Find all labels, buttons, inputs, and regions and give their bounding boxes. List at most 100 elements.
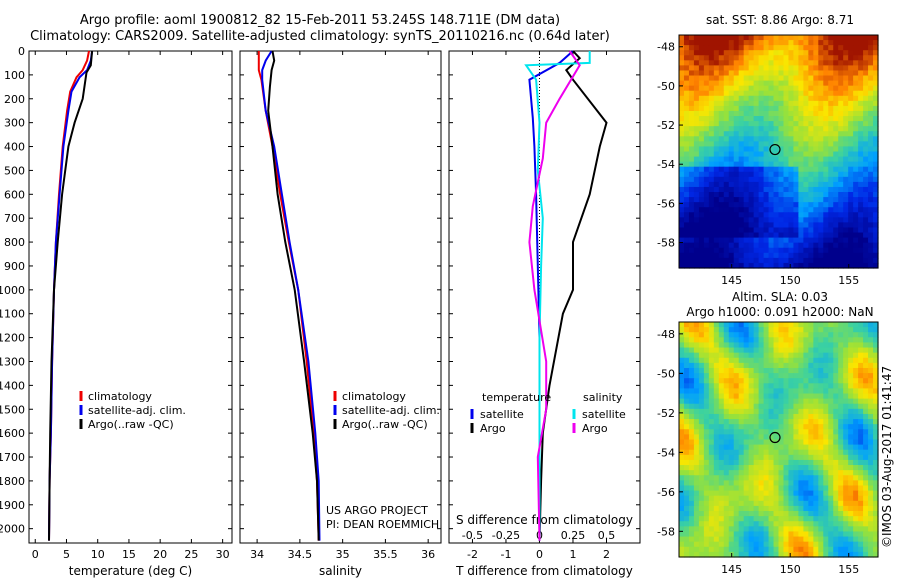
- map-cell: [688, 449, 695, 456]
- map-cell: [813, 383, 819, 390]
- map-cell: [698, 495, 705, 502]
- map-cell: [723, 429, 730, 435]
- map-cell: [778, 439, 785, 446]
- map-cell: [823, 516, 829, 522]
- map-cell: [803, 100, 809, 107]
- map-cell: [793, 70, 799, 77]
- map-cell: [813, 207, 819, 213]
- map-cell: [753, 252, 760, 259]
- map-cell: [703, 495, 710, 502]
- map-cell: [753, 475, 760, 481]
- map-cell: [703, 373, 710, 379]
- map-cell: [868, 347, 874, 354]
- map-cell: [858, 465, 864, 471]
- map-cell: [698, 257, 705, 264]
- map-cell: [788, 475, 795, 481]
- map-cell: [858, 176, 864, 183]
- map-cell: [723, 332, 730, 338]
- map-cell: [703, 362, 710, 369]
- map-cell: [803, 227, 809, 234]
- map-cell: [698, 222, 705, 229]
- map-cell: [733, 227, 740, 234]
- map-cell: [798, 551, 804, 558]
- map-cell: [823, 511, 829, 517]
- map-cell: [803, 531, 809, 538]
- map-cell: [743, 490, 750, 497]
- map-cell: [808, 45, 814, 51]
- map-cell: [853, 116, 859, 122]
- map-cell: [828, 247, 834, 254]
- map-cell: [783, 500, 790, 507]
- map-cell: [853, 80, 859, 87]
- map-cell: [803, 347, 809, 354]
- map-cell: [798, 546, 804, 553]
- map-cell: [873, 95, 879, 102]
- map-cell: [778, 55, 785, 61]
- map-cell: [853, 393, 859, 400]
- map-cell: [688, 55, 695, 61]
- map-cell: [833, 352, 839, 359]
- map-cell: [873, 116, 879, 122]
- map-cell: [683, 131, 690, 137]
- map-cell: [798, 156, 804, 163]
- map-cell: [748, 403, 755, 410]
- map-cell: [808, 485, 814, 492]
- map-cell: [723, 202, 730, 208]
- map-cell: [858, 252, 864, 259]
- map-cell: [833, 60, 839, 66]
- map-cell: [728, 373, 735, 379]
- map-cell: [783, 541, 790, 548]
- map-cell: [838, 247, 844, 254]
- map-cell: [848, 197, 854, 203]
- map-cell: [748, 413, 755, 420]
- map-cell: [748, 222, 755, 229]
- map-cell: [788, 242, 795, 249]
- map-cell: [743, 126, 750, 132]
- map-cell: [828, 257, 834, 264]
- map-cell: [718, 470, 725, 476]
- map-cell: [768, 126, 775, 132]
- map-cell: [703, 434, 710, 441]
- map-cell: [828, 546, 834, 553]
- map-cell: [843, 110, 849, 117]
- map-cell: [748, 526, 755, 533]
- map-cell: [753, 332, 760, 338]
- map-cell: [838, 95, 844, 102]
- map-cell: [838, 378, 844, 384]
- map-cell: [748, 475, 755, 481]
- map-cell: [848, 357, 854, 364]
- map-cell: [698, 202, 705, 208]
- map-cell: [683, 95, 690, 102]
- map-cell: [843, 60, 849, 66]
- map-cell: [873, 434, 879, 441]
- map-cell: [723, 136, 730, 142]
- map-cell: [768, 541, 775, 548]
- map-cell: [718, 35, 725, 41]
- map-cell: [783, 454, 790, 461]
- map-cell: [768, 327, 775, 333]
- map-cell: [838, 449, 844, 456]
- map-cell: [708, 362, 715, 369]
- map-cell: [753, 80, 760, 87]
- map-cell: [818, 35, 824, 41]
- map-cell: [843, 207, 849, 213]
- map-cell: [833, 521, 839, 527]
- map-cell: [843, 121, 849, 127]
- map-cell: [698, 413, 705, 420]
- map-cell: [718, 80, 725, 87]
- map-cell: [778, 378, 785, 384]
- map-cell: [683, 90, 690, 97]
- map-cell: [843, 531, 849, 538]
- map-cell: [863, 419, 869, 425]
- map-cell: [708, 434, 715, 441]
- map-cell: [823, 105, 829, 112]
- map-cell: [838, 186, 844, 193]
- map-cell: [783, 95, 790, 102]
- map-cell: [783, 222, 790, 229]
- map-cell: [718, 383, 725, 390]
- map-cell: [768, 424, 775, 430]
- map-cell: [848, 439, 854, 446]
- series-line: [524, 51, 591, 541]
- map-cell: [798, 342, 804, 349]
- map-cell: [738, 408, 745, 415]
